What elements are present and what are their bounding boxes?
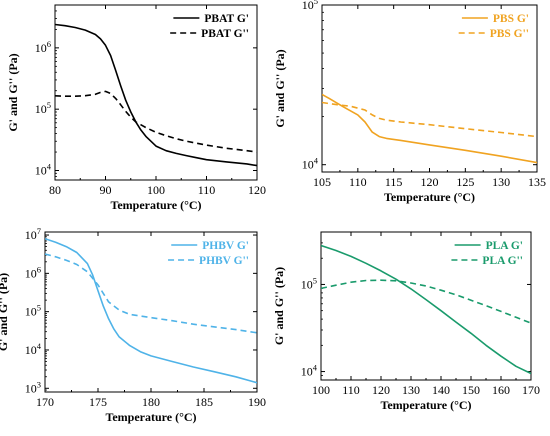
x-tick-label: 115 [385, 175, 403, 189]
y-tick-label: 103 [25, 379, 41, 395]
series-line-loss-modulus [321, 279, 531, 324]
y-tick-label: 107 [25, 226, 41, 242]
legend-entry-label: PHBV G'' [199, 255, 249, 267]
x-tick-label: 130 [402, 383, 420, 397]
x-tick-label: 170 [36, 395, 54, 409]
legend-entry-label: PLA G' [486, 240, 523, 252]
y-axis-label: G' and G'' (Pa) [272, 267, 286, 345]
series-line-storage-modulus [55, 23, 257, 167]
x-tick-label: 120 [372, 383, 390, 397]
x-tick-label: 110 [349, 175, 367, 189]
chart-panel-top-right: 105 110 115 120 125 130 135 104 105 Temperature (… [273, 0, 546, 204]
y-tick-label: 104 [301, 363, 318, 379]
x-tick-label: 175 [89, 395, 107, 409]
y-axis-label: G' and G'' (Pa) [273, 49, 287, 127]
x-tick-label: 180 [142, 395, 160, 409]
x-tick-label: 110 [342, 383, 360, 397]
y-tick-label: 105 [301, 275, 317, 291]
y-tick-label: 104 [302, 156, 319, 172]
series-line-storage-modulus [321, 244, 531, 375]
x-axis-label: Temperature (°C) [105, 410, 196, 424]
y-tick-label: 104 [25, 341, 42, 357]
legend-entry-label: PBAT G' [204, 13, 249, 25]
x-tick-label: 185 [195, 395, 213, 409]
y-tick-label: 104 [35, 162, 52, 178]
y-tick-label: 106 [25, 264, 41, 280]
series-line-loss-modulus [322, 101, 537, 138]
x-tick-label: 105 [313, 175, 331, 189]
y-tick-label: 105 [302, 0, 318, 12]
chart-panel-top-left: 80 90 100 110 120 104 105 106 Temperature (°C) G'… [6, 4, 266, 212]
x-axis-label: Temperature (°C) [110, 198, 201, 212]
x-tick-label: 135 [528, 175, 546, 189]
x-tick-label: 190 [248, 395, 266, 409]
legend-entry-label: PBS G'' [490, 28, 529, 40]
x-tick-label: 140 [432, 383, 450, 397]
y-tick-label: 105 [25, 303, 41, 319]
legend-entry-label: PBAT G'' [201, 28, 249, 40]
y-axis-label: G' and G'' (Pa) [0, 273, 10, 351]
x-tick-label: 125 [456, 175, 474, 189]
x-tick-label: 120 [421, 175, 439, 189]
legend-entry-label: PHBV G' [202, 240, 249, 252]
legend-entry-label: PLA G'' [482, 255, 523, 267]
x-tick-label: 80 [49, 183, 61, 197]
x-tick-label: 170 [522, 383, 540, 397]
x-tick-label: 120 [248, 183, 266, 197]
legend-entry-label: PBS G' [493, 13, 529, 25]
x-tick-label: 110 [198, 183, 216, 197]
y-tick-label: 106 [35, 39, 51, 55]
chart-panel-bottom-right: 100 110 120 130 140 150 160 170 104 105 Temperatur… [272, 231, 540, 412]
chart-panel-bottom-left: 170 175 180 185 190 103 104 105 106 107 Temperatur… [0, 226, 266, 424]
y-axis-label: G' and G'' (Pa) [6, 53, 20, 131]
y-tick-label: 105 [35, 100, 51, 116]
series-line-storage-modulus [45, 237, 257, 384]
series-line-loss-modulus [55, 90, 257, 153]
x-tick-label: 160 [492, 383, 510, 397]
x-axis-label: Temperature (°C) [380, 398, 471, 412]
x-tick-label: 100 [312, 383, 330, 397]
x-tick-label: 90 [100, 183, 112, 197]
x-tick-label: 130 [492, 175, 510, 189]
x-tick-label: 150 [462, 383, 480, 397]
x-axis-label: Temperature (°C) [384, 190, 475, 204]
series-line-loss-modulus [45, 253, 257, 334]
series-line-storage-modulus [322, 93, 537, 164]
x-tick-label: 100 [147, 183, 165, 197]
